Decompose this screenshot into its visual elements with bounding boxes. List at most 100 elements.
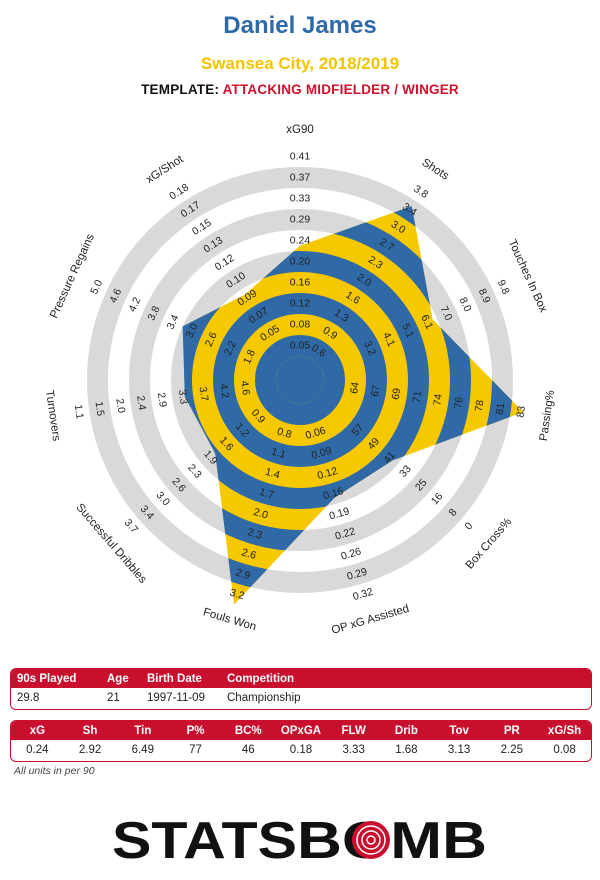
tick-label: 1.7	[258, 486, 276, 502]
stat-header-xg: xG	[29, 724, 46, 737]
tick-label: 4.6	[107, 287, 124, 305]
tick-label: 81	[494, 402, 508, 415]
tick-label: 1.8	[241, 348, 258, 366]
tick-label: 4.2	[217, 383, 231, 399]
axis-label: Fouls Won	[202, 606, 258, 633]
player-name: Daniel James	[223, 12, 377, 39]
tick-label: 0.29	[290, 214, 311, 226]
tick-label: 3.0	[184, 322, 201, 340]
info-table-header: 90s Played Age Birth Date Competition	[11, 669, 591, 688]
table-cell: 21	[107, 691, 120, 704]
tick-label: 16	[429, 490, 446, 507]
team-season: Swansea City, 2018/2019	[200, 54, 400, 73]
stat-header-opxga: OPxGA	[280, 724, 322, 737]
tick-label: 0.06	[304, 425, 327, 442]
stat-value-xg: 0.24	[26, 743, 49, 756]
tick-label: 76	[452, 396, 466, 409]
player-shape-band	[182, 251, 429, 509]
background-ring	[87, 167, 513, 593]
stat-header-tov: Tov	[449, 724, 469, 737]
info-table-row: 29.8 21 1997-11-09 Championship	[11, 688, 591, 707]
tick-label: 0.37	[290, 172, 311, 184]
tick-label: 4.1	[380, 330, 397, 348]
stats-table-header: xG Sh Tin P% BC% OPxGA FLW Drib Tov PR xG/Sh	[11, 721, 591, 740]
table-cell: Championship	[227, 691, 301, 704]
tick-label: 83	[514, 405, 528, 418]
tick-label: 3.4	[165, 313, 182, 331]
tick-label: 2.4	[134, 395, 148, 411]
tick-label: 3.3	[176, 389, 190, 405]
stat-value-p-: 77	[189, 743, 202, 756]
tick-label: 1.1	[72, 404, 86, 420]
stat-value-sh: 2.92	[78, 743, 102, 756]
tick-label: 4.2	[126, 295, 143, 313]
tick-label: 3.7	[122, 517, 141, 536]
tick-label: 74	[431, 393, 445, 406]
tick-label: 0.22	[334, 525, 357, 542]
tick-label: 0.32	[351, 586, 374, 603]
axis-label: xG/Shot	[144, 153, 186, 186]
stat-value-bc-: 46	[241, 743, 255, 756]
tick-label: 69	[390, 387, 404, 400]
axis-label: Pressure Regains	[48, 232, 97, 320]
stat-header-p-: P%	[186, 724, 205, 737]
tick-label: 3.8	[411, 183, 430, 201]
tick-label: 3.8	[146, 304, 163, 322]
logo-text-stats: STATS	[112, 812, 297, 868]
tick-label: 0.08	[290, 319, 311, 331]
tick-label: 0.8	[276, 425, 294, 441]
table-cell: 1997-11-09	[147, 691, 205, 704]
template-value: ATTACKING MIDFIELDER / WINGER	[222, 82, 459, 97]
tick-label: 0.24	[290, 235, 311, 247]
stat-value-xg-sh: 0.08	[553, 743, 576, 756]
tick-label: 3.7	[197, 386, 211, 402]
tick-label: 2.9	[155, 392, 169, 408]
tick-label: 5.0	[88, 278, 105, 296]
stat-value-opxga: 0.18	[289, 743, 313, 756]
tick-label: 0.29	[346, 566, 369, 583]
tick-label: 2.6	[203, 330, 220, 348]
tick-label: 0.41	[290, 151, 311, 163]
info-table: 90s Played Age Birth Date Competition 29…	[10, 668, 592, 710]
tick-label: 0.16	[290, 277, 311, 289]
tick-label: 78	[473, 399, 487, 412]
tick-label: 8.0	[457, 295, 474, 313]
stat-header-tin: Tin	[134, 724, 152, 737]
tick-label: 3.2	[361, 339, 378, 357]
tick-label: 0.16	[322, 485, 345, 502]
tick-label: 1.4	[264, 466, 282, 482]
radar-chart: 0.05 0.08 0.12 0.16 0.20 0.24 0.29 0.33 0.37 0.41…	[43, 124, 557, 637]
header-cell: 90s Played	[17, 672, 77, 685]
header-cell: Birth Date	[147, 672, 202, 685]
stat-value-pr: 2.25	[500, 743, 524, 756]
stat-value-flw: 3.33	[342, 743, 365, 756]
units-note: All units in per 90	[14, 765, 95, 777]
tick-label: 2.3	[185, 462, 204, 481]
player-shape-band	[255, 335, 345, 425]
stats-table: xG Sh Tin P% BC% OPxGA FLW Drib Tov PR xG/Sh 0.24 2…	[10, 720, 592, 762]
tick-label: 2.9	[234, 566, 252, 582]
tick-label: 3.0	[154, 489, 173, 508]
tick-label: 0	[462, 520, 475, 532]
axis-label: Box Cross%	[464, 516, 515, 572]
stat-header-bc-: BC%	[234, 724, 262, 737]
tick-label: 2.2	[222, 339, 239, 357]
tick-label: 71	[411, 390, 425, 403]
tick-label: 1.5	[93, 401, 107, 417]
stat-header-flw: FLW	[341, 724, 366, 737]
header-cell: Age	[107, 672, 129, 685]
axis-label: OP xG Assisted	[330, 603, 410, 637]
tick-label: 0.12	[290, 298, 311, 310]
tick-label: 0.33	[290, 193, 311, 205]
tick-label: 64	[348, 381, 362, 394]
tick-label: 1.1	[270, 446, 288, 462]
tick-label: 5.1	[399, 322, 416, 340]
player-shape-core	[276, 356, 324, 404]
template-label: TEMPLATE:	[141, 82, 220, 97]
tick-label: 0.19	[328, 505, 351, 522]
axis-label: Touches In Box	[506, 238, 550, 315]
tick-label: 0.12	[316, 465, 339, 482]
tick-label: 4.6	[238, 380, 252, 396]
stat-header-drib: Drib	[394, 724, 418, 737]
tick-label: 67	[369, 384, 383, 397]
